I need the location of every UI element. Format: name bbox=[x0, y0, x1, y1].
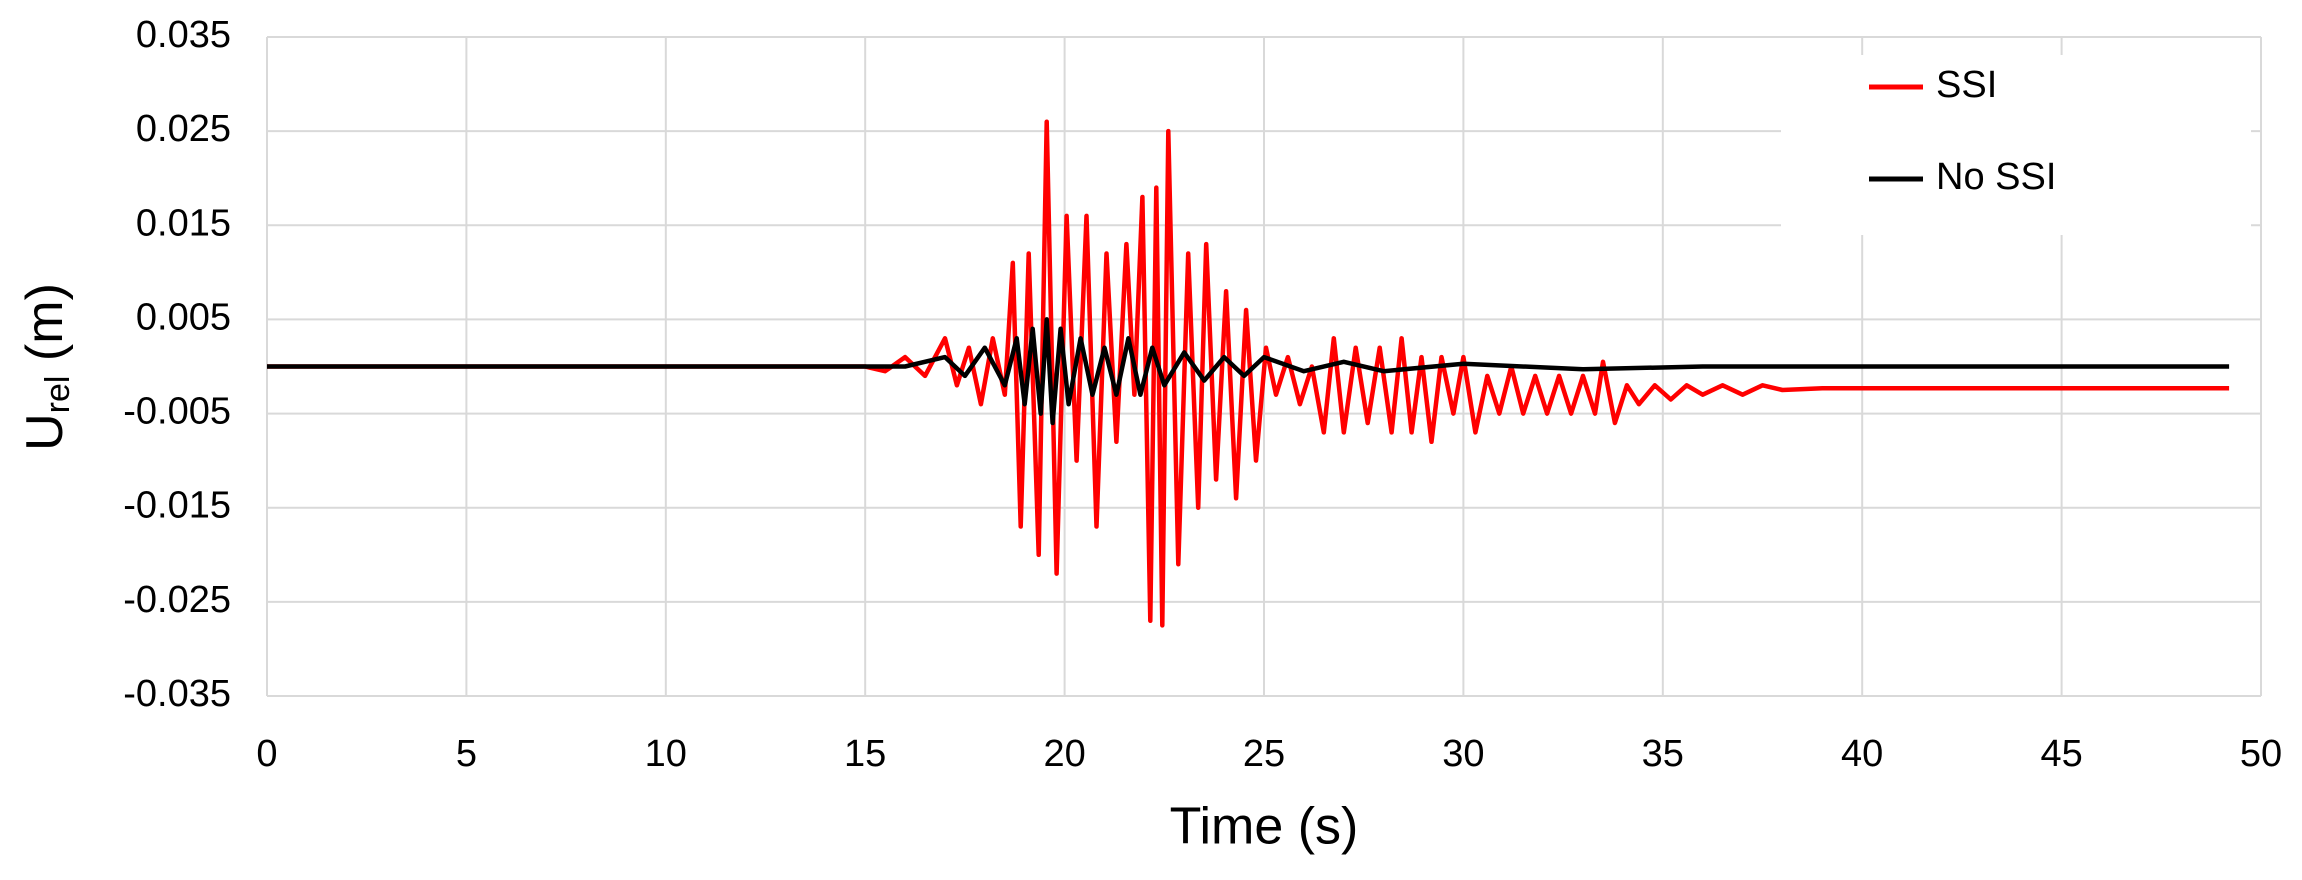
y-tick-label: 0.035 bbox=[136, 14, 231, 56]
x-tick-label: 45 bbox=[2040, 733, 2082, 775]
x-tick-label: 35 bbox=[1642, 733, 1684, 775]
x-tick-label: 5 bbox=[456, 733, 477, 775]
y-tick-label: 0.025 bbox=[136, 108, 231, 150]
series-line bbox=[267, 119, 2230, 628]
x-tick-label: 0 bbox=[256, 733, 277, 775]
y-tick-label: -0.035 bbox=[123, 673, 231, 715]
legend-box bbox=[1781, 55, 2251, 235]
legend-label: SSI bbox=[1936, 64, 1997, 106]
y-tick-label: 0.005 bbox=[136, 296, 231, 338]
x-tick-label: 40 bbox=[1841, 733, 1883, 775]
x-tick-label: 30 bbox=[1442, 733, 1484, 775]
x-tick-label: 50 bbox=[2240, 733, 2282, 775]
y-axis-title-suffix: (m) bbox=[16, 283, 74, 375]
x-axis-title: Time (s) bbox=[1170, 798, 1359, 856]
x-tick-label: 20 bbox=[1043, 733, 1085, 775]
y-axis-title-sub: rel bbox=[39, 376, 77, 414]
y-tick-label: 0.015 bbox=[136, 202, 231, 244]
legend: SSI No SSI bbox=[1781, 55, 2251, 235]
y-axis-title-main: U bbox=[16, 413, 74, 451]
series-line bbox=[267, 317, 2230, 426]
y-tick-label: -0.015 bbox=[123, 485, 231, 527]
x-tick-label: 15 bbox=[844, 733, 886, 775]
y-tick-label: -0.005 bbox=[123, 391, 231, 433]
y-axis-title: Urel (m) bbox=[16, 283, 77, 451]
y-tick-label: -0.025 bbox=[123, 579, 231, 621]
x-tick-label: 25 bbox=[1243, 733, 1285, 775]
legend-label: No SSI bbox=[1936, 156, 2056, 198]
x-tick-label: 10 bbox=[645, 733, 687, 775]
